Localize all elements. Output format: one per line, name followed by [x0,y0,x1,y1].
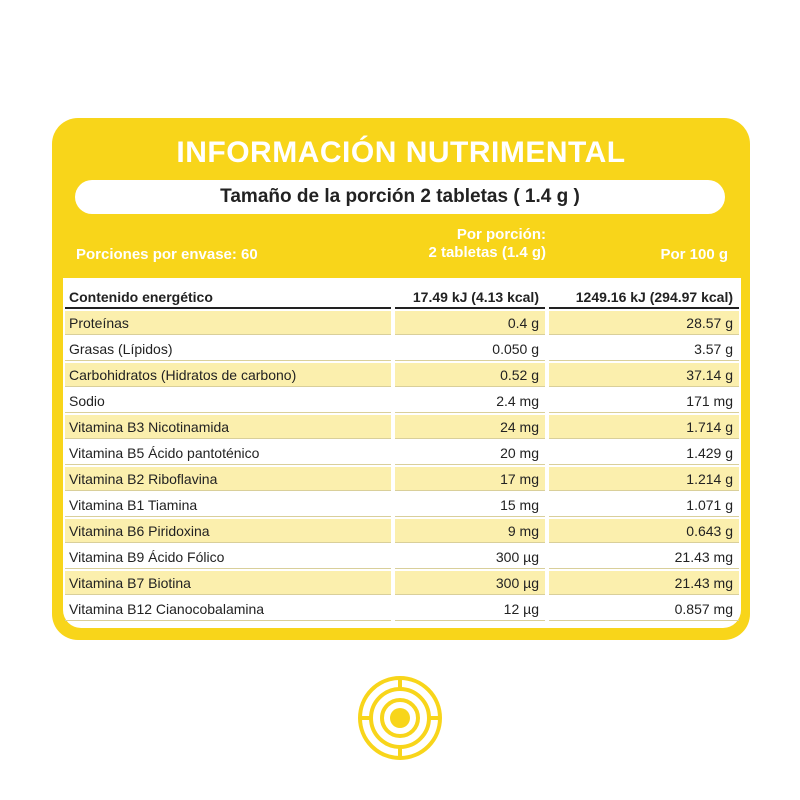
table-row: Carbohidratos (Hidratos de carbono) 0.52 … [63,362,741,388]
table-cell: Vitamina B12 Cianocobalamina [65,597,391,621]
table-cell: 0.643 g [549,519,739,543]
table-cell: 1.714 g [549,415,739,439]
table-row: Contenido energético 17.49 kJ (4.13 kcal)… [63,284,741,310]
per-100g: Por 100 g [660,246,728,263]
table-cell: Vitamina B9 Ácido Fólico [65,545,391,569]
table-cell: 21.43 mg [549,545,739,569]
table-cell: Proteínas [65,311,391,335]
table-cell: 24 mg [395,415,545,439]
table-row: Proteínas 0.4 g 28.57 g [63,310,741,336]
table-cell: Vitamina B6 Piridoxina [65,519,391,543]
table-cell: Vitamina B2 Riboflavina [65,467,391,491]
table-cell: 1.071 g [549,493,739,517]
table-cell: Vitamina B5 Ácido pantoténico [65,441,391,465]
table-cell: 0.52 g [395,363,545,387]
table-cell: 17 mg [395,467,545,491]
table-row: Vitamina B12 Cianocobalamina 12 µg 0.857 m… [63,596,741,622]
table-row: Vitamina B5 Ácido pantoténico 20 mg 1.429 … [63,440,741,466]
table-cell: 9 mg [395,519,545,543]
table-cell: Vitamina B7 Biotina [65,571,391,595]
table-row: Vitamina B9 Ácido Fólico 300 µg 21.43 mg [63,544,741,570]
per-portion-line: 2 tabletas (1.4 g) [428,244,546,261]
serving-size: Tamaño de la porción 2 tabletas ( 1.4 g … [75,180,725,214]
table-cell: 15 mg [395,493,545,517]
table-cell: 20 mg [395,441,545,465]
table-cell: 300 µg [395,571,545,595]
table-cell: 12 µg [395,597,545,621]
table-row: Vitamina B2 Riboflavina 17 mg 1.214 g [63,466,741,492]
table-cell: 1249.16 kJ (294.97 kcal) [549,285,739,309]
table-cell: Vitamina B1 Tiamina [65,493,391,517]
table-cell: Grasas (Lípidos) [65,337,391,361]
title: INFORMACIÓN NUTRIMENTAL [176,136,626,169]
table-cell: 17.49 kJ (4.13 kcal) [395,285,545,309]
table-cell: Sodio [65,389,391,413]
table-cell: 0.857 mg [549,597,739,621]
per-portion: Por porción: 2 tabletas (1.4 g) [396,226,546,262]
table-cell: 1.214 g [549,467,739,491]
table-cell: 1.429 g [549,441,739,465]
table-row: Vitamina B3 Nicotinamida 24 mg 1.714 g [63,414,741,440]
per-portion-line: Por porción: [456,226,546,243]
table-cell: 2.4 mg [395,389,545,413]
table-row: Grasas (Lípidos) 0.050 g 3.57 g [63,336,741,362]
table-cell: Contenido energético [65,285,391,309]
table-row: Vitamina B6 Piridoxina 9 mg 0.643 g [63,518,741,544]
table: Contenido energético 17.49 kJ (4.13 kcal)… [63,278,741,628]
table-cell: 3.57 g [549,337,739,361]
table-cell: 0.4 g [395,311,545,335]
table-row: Vitamina B1 Tiamina 15 mg 1.071 g [63,492,741,518]
logo-icon [358,676,442,760]
table-cell: 300 µg [395,545,545,569]
servings: Porciones por envase: 60 [76,246,258,263]
table-cell: 21.43 mg [549,571,739,595]
table-cell: Carbohidratos (Hidratos de carbono) [65,363,391,387]
table-cell: 28.57 g [549,311,739,335]
table-cell: Vitamina B3 Nicotinamida [65,415,391,439]
table-row: Sodio 2.4 mg 171 mg [63,388,741,414]
table-cell: 0.050 g [395,337,545,361]
nutrition-panel: INFORMACIÓN NUTRIMENTAL Tamaño de la por… [52,118,750,640]
table-row: Vitamina B7 Biotina 300 µg 21.43 mg [63,570,741,596]
table-cell: 171 mg [549,389,739,413]
table-cell: 37.14 g [549,363,739,387]
